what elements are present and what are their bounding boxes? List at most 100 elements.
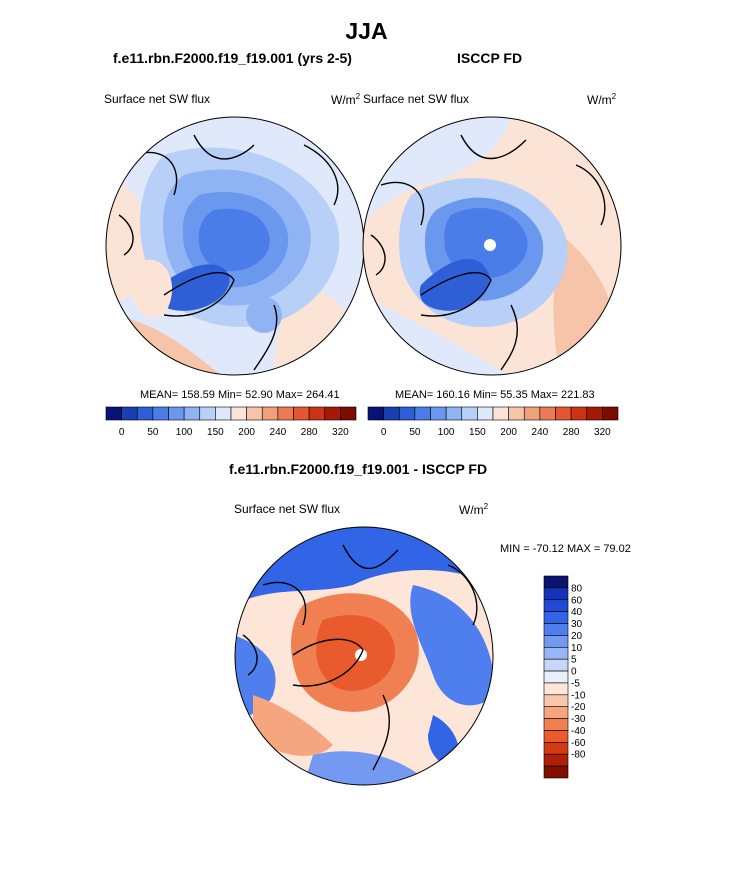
obs-colorbar-tick-label: 280: [563, 427, 580, 438]
diff-colorbar-swatch: [543, 742, 569, 755]
obs-colorbar-swatch: [586, 406, 603, 421]
diff-colorbar-tick-label: -40: [571, 726, 586, 737]
diff-colorbar-tick-label: -20: [571, 702, 586, 713]
diff-colorbar-swatch: [543, 611, 569, 624]
diff-colorbar-tick-label: 30: [571, 619, 583, 630]
model-units-label: W/m2: [331, 92, 360, 107]
obs-colorbar-tick-label: 100: [438, 427, 455, 438]
model-colorbar-swatch: [152, 406, 169, 421]
diff-colorbar-swatch: [543, 670, 569, 684]
model-stats: MEAN= 158.59 Min= 52.90 Max= 264.41: [140, 389, 340, 401]
diff-colorbar-swatch: [543, 718, 569, 731]
model-colorbar-tick-label: 280: [301, 427, 318, 438]
diff-colorbar-swatch: [543, 575, 569, 589]
obs-colorbar-swatch: [570, 406, 588, 421]
model-colorbar-swatch: [230, 406, 247, 421]
diff-colorbar-tick-label: -10: [571, 690, 586, 701]
obs-units-text: W/m: [587, 93, 612, 107]
model-colorbar-tick-label: 240: [270, 427, 287, 438]
model-case-title: f.e11.rbn.F2000.f19_f19.001 (yrs 2-5): [113, 50, 352, 66]
model-colorbar-tick-label: 100: [176, 427, 193, 438]
diff-colorbar-tick-label: -30: [571, 714, 586, 725]
obs-colorbar-tick-label: 240: [532, 427, 549, 438]
diff-colorbar-swatch: [543, 635, 569, 648]
obs-colorbar-swatch: [523, 406, 541, 421]
diff-units-label: W/m2: [459, 502, 488, 517]
obs-colorbar-swatch: [508, 406, 525, 421]
model-colorbar-tick-label: 50: [147, 427, 159, 438]
diff-colorbar-swatch: [543, 730, 569, 743]
diff-colorbar-tick-label: 0: [571, 667, 577, 678]
model-colorbar: 0 50 100 150 200 240 280 320: [105, 406, 357, 438]
diff-stats: MIN = -70.12 MAX = 79.02: [500, 543, 631, 555]
diff-colorbar-tick-label: -5: [571, 678, 580, 689]
model-colorbar-swatch: [168, 406, 185, 421]
diff-colorbar-swatch: [543, 706, 569, 719]
diff-units-sup: 2: [483, 502, 489, 511]
obs-colorbar-swatch: [602, 406, 619, 421]
model-colorbar-swatch: [277, 406, 294, 421]
model-polar-map: [105, 116, 365, 376]
obs-colorbar-swatch: [367, 406, 384, 421]
model-colorbar-swatch: [215, 406, 232, 421]
model-colorbar-tick-label: 200: [238, 427, 255, 438]
model-colorbar-swatch: [136, 406, 154, 421]
model-colorbar-swatch: [293, 406, 310, 421]
obs-colorbar-swatch: [492, 406, 509, 421]
page-title: JJA: [345, 18, 388, 44]
diff-colorbar-swatch: [543, 658, 569, 672]
obs-colorbar-tick-label: 320: [594, 427, 611, 438]
diff-colorbar-tick-label: 80: [571, 583, 583, 594]
obs-polar-map: [362, 116, 622, 376]
obs-colorbar-swatch: [430, 406, 447, 421]
model-colorbar-swatch: [105, 406, 122, 421]
diff-colorbar-swatch: [543, 765, 569, 779]
obs-units-label: W/m2: [587, 92, 616, 107]
diff-colorbar-swatch: [543, 682, 569, 696]
model-colorbar-swatch: [121, 406, 138, 421]
model-colorbar-tick-label: 320: [332, 427, 349, 438]
obs-colorbar-swatch: [461, 406, 478, 421]
obs-colorbar-swatch: [383, 406, 400, 421]
obs-colorbar-swatch: [477, 406, 494, 421]
diff-colorbar-tick-label: -80: [571, 750, 586, 761]
obs-colorbar-swatch: [539, 406, 556, 421]
diff-colorbar-tick-label: 5: [571, 655, 577, 666]
model-colorbar-tick-label: 150: [207, 427, 224, 438]
diff-colorbar-swatch: [543, 753, 569, 767]
model-units-sup: 2: [355, 92, 361, 101]
diff-colorbar-tick-label: 20: [571, 631, 583, 642]
diff-colorbar-swatch: [543, 623, 569, 636]
model-colorbar-swatch: [246, 406, 263, 421]
obs-units-sup: 2: [611, 92, 617, 101]
diff-polar-map: [234, 526, 494, 786]
diff-colorbar-tick-label: 60: [571, 595, 583, 606]
diff-colorbar-tick-label: 40: [571, 607, 583, 618]
obs-stats: MEAN= 160.16 Min= 55.35 Max= 221.83: [395, 389, 595, 401]
diff-colorbar-tick-label: -60: [571, 738, 586, 749]
model-colorbar-swatch: [340, 406, 357, 421]
model-units-text: W/m: [331, 93, 356, 107]
model-variable-label: Surface net SW flux: [104, 92, 211, 106]
obs-colorbar-tick-label: 150: [469, 427, 486, 438]
obs-colorbar-swatch: [398, 406, 416, 421]
diff-colorbar-swatch: [543, 587, 569, 601]
model-colorbar-swatch: [183, 406, 201, 421]
model-colorbar-swatch: [261, 406, 279, 421]
model-colorbar-swatch: [199, 406, 216, 421]
diff-colorbar-swatch: [543, 646, 569, 660]
diff-colorbar-swatch: [543, 694, 569, 708]
model-colorbar-swatch: [308, 406, 326, 421]
obs-variable-label: Surface net SW flux: [363, 92, 470, 106]
diff-case-title: f.e11.rbn.F2000.f19_f19.001 - ISCCP FD: [229, 461, 488, 477]
obs-colorbar-tick-label: 0: [381, 427, 387, 438]
diff-variable-label: Surface net SW flux: [234, 502, 341, 516]
obs-case-title: ISCCP FD: [457, 50, 523, 66]
obs-colorbar-tick-label: 50: [409, 427, 421, 438]
model-colorbar-swatch: [324, 406, 341, 421]
obs-colorbar-tick-label: 200: [500, 427, 517, 438]
model-colorbar-tick-label: 0: [119, 427, 125, 438]
obs-colorbar-swatch: [445, 406, 463, 421]
diff-colorbar-swatch: [543, 599, 569, 612]
